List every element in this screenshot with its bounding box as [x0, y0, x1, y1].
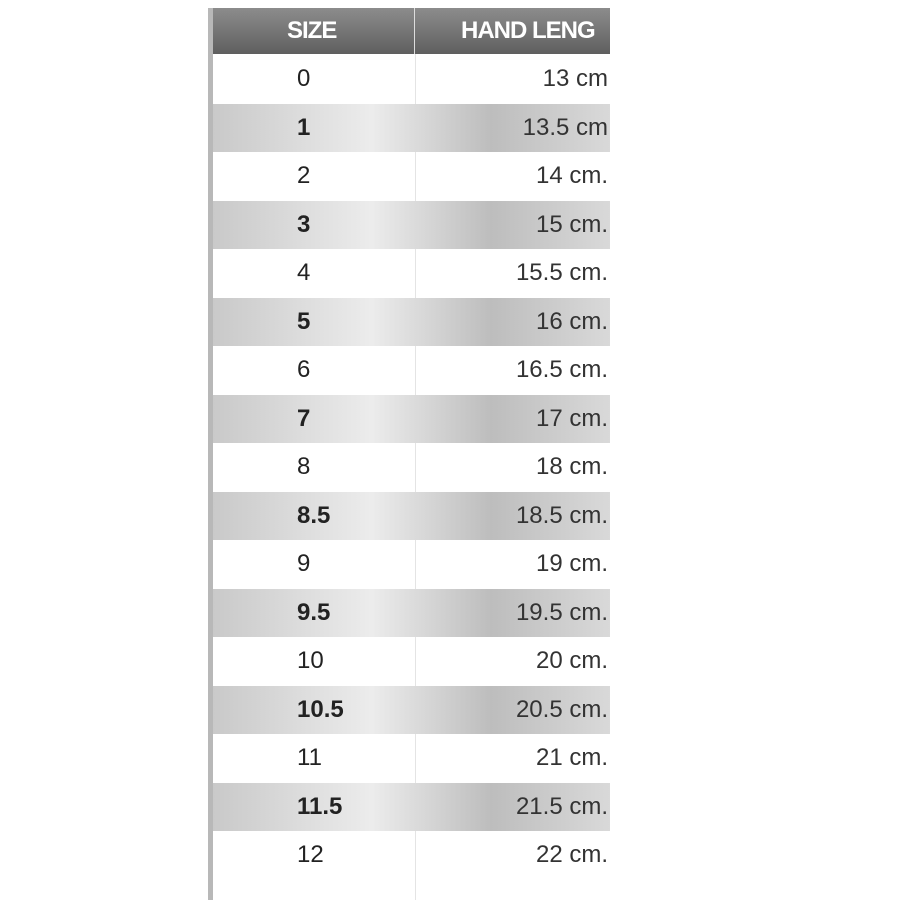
table-row: 11.5 21.5 cm.: [213, 782, 610, 831]
table-cell: 22 cm.: [535, 841, 608, 869]
table-cell: 21.5 cm.: [515, 792, 608, 820]
column-separator: [415, 54, 416, 900]
table-cell: 1: [297, 113, 311, 141]
table-cell: 5: [297, 307, 311, 335]
table-row: 11 21 cm.: [213, 734, 610, 783]
table-cell: 14 cm.: [535, 162, 608, 190]
table-cell: 19 cm.: [535, 550, 608, 578]
table-row: 10.5 20.5 cm.: [213, 685, 610, 734]
header-row: SIZE HAND LENG: [213, 8, 610, 54]
table-cell: 16 cm.: [535, 307, 608, 335]
table-cell: 13.5 cm: [522, 113, 608, 141]
table-row: 0 13 cm: [213, 55, 610, 104]
table-cell: 19.5 cm.: [515, 598, 608, 626]
table-row: 5 16 cm.: [213, 297, 610, 346]
table-cell: 13 cm: [542, 65, 608, 93]
table-cell: 12: [297, 841, 324, 869]
table-cell: 7: [297, 404, 311, 432]
table-cell: 20.5 cm.: [515, 695, 608, 723]
header-cell: SIZE: [213, 8, 415, 54]
table-cell: 2: [297, 162, 311, 190]
table-cell: 8.5: [297, 501, 331, 529]
table-cell: 18.5 cm.: [515, 501, 608, 529]
table-row: 8 18 cm.: [213, 443, 610, 492]
table-row: 6 16.5 cm.: [213, 346, 610, 395]
table-cell: 0: [297, 65, 311, 93]
table-cell: 18 cm.: [535, 453, 608, 481]
table-cell: 3: [297, 210, 311, 238]
table-cell: 11.5: [297, 792, 343, 820]
table-cell: 16.5 cm.: [515, 356, 608, 384]
table-row: 3 15 cm.: [213, 200, 610, 249]
table-cell: 6: [297, 356, 311, 384]
table-cell: 4: [297, 259, 311, 287]
table-row: 7 17 cm.: [213, 394, 610, 443]
table-cell: 8: [297, 453, 311, 481]
table-cell: 9: [297, 550, 311, 578]
table-row: 12 22 cm.: [213, 831, 610, 880]
table-cell: 20 cm.: [535, 647, 608, 675]
table-row: 4 15.5 cm.: [213, 249, 610, 298]
table-cell: 9.5: [297, 598, 331, 626]
table-cell: 21 cm.: [535, 744, 608, 772]
table-cell: 17 cm.: [535, 404, 608, 432]
size-table: SIZE HAND LENG 0 13 cm 1 13.5 cm 2 14 cm. 3 15 …: [208, 8, 610, 900]
table-cell: 10.5: [297, 695, 344, 723]
table-row: 9.5 19.5 cm.: [213, 588, 610, 637]
table-row: 2 14 cm.: [213, 152, 610, 201]
table-row: 1 13.5 cm: [213, 103, 610, 152]
table-row: 10 20 cm.: [213, 637, 610, 686]
table-cell: 15 cm.: [535, 210, 608, 238]
table-cell: 10: [297, 647, 324, 675]
header-cell: HAND LENG: [461, 17, 596, 44]
table-cell: 11: [297, 744, 322, 772]
table-row: 8.5 18.5 cm.: [213, 491, 610, 540]
table-cell: 15.5 cm.: [515, 259, 608, 287]
table-row: 9 19 cm.: [213, 540, 610, 589]
